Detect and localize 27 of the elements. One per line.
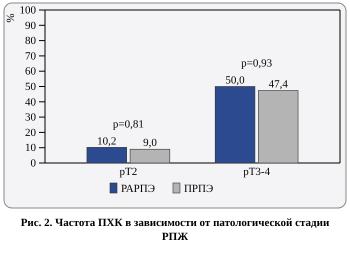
- annotation: p=0,93: [241, 58, 273, 70]
- y-axis-title: %: [5, 13, 17, 23]
- legend-label: ПРПЭ: [184, 183, 214, 195]
- y-tick-label: 40: [25, 96, 36, 108]
- legend-label: РАРПЭ: [121, 183, 155, 195]
- y-tick-label: 30: [25, 112, 36, 124]
- text: Рис. 2. Частота ПХК в зависимости от патологической стадии РПЖ: [20, 217, 330, 243]
- data-label: 10,2: [97, 135, 116, 148]
- bar: [86, 147, 127, 164]
- y-tick-label: 20: [25, 126, 36, 139]
- annotation: p=0,81: [112, 118, 144, 130]
- bar: [130, 148, 170, 164]
- data-label: 47,4: [268, 78, 288, 90]
- y-tick-label: 60: [25, 66, 36, 78]
- y-tick-label: 70: [25, 50, 36, 62]
- y-tick-label: 50: [25, 81, 36, 94]
- bar: [214, 86, 256, 164]
- y-tick-label: 100: [20, 4, 36, 17]
- x-tick-label: pT3-4: [243, 166, 271, 178]
- y-tick-label: 90: [25, 20, 36, 32]
- y-tick-label: 80: [25, 35, 36, 48]
- bar: [258, 90, 298, 164]
- data-label: 9,0: [143, 137, 158, 150]
- y-tick-label: 0: [30, 158, 36, 170]
- x-tick-label: pT2: [120, 166, 138, 178]
- y-tick-label: 10: [25, 142, 36, 154]
- data-label: 50,0: [225, 74, 246, 86]
